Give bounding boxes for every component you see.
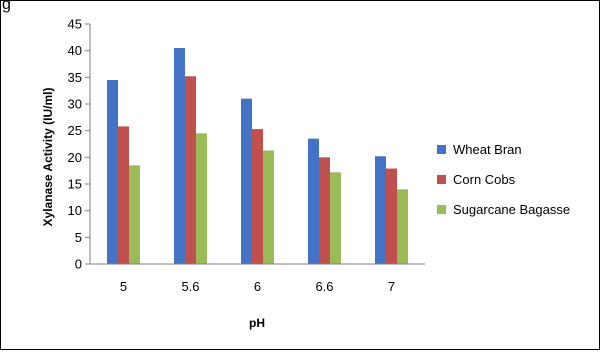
y-tick-label: 20 [68, 150, 82, 165]
y-tick-label: 35 [68, 70, 82, 85]
y-tick-label: 40 [68, 43, 82, 58]
bar-series-group [107, 48, 408, 265]
legend: Wheat Bran Corn Cobs Sugarcane Bagasse [437, 142, 570, 217]
legend-item: Wheat Bran [437, 142, 522, 157]
bar [118, 126, 129, 265]
x-axis-title: pH [249, 316, 265, 330]
cropped-caption: g [2, 0, 11, 13]
legend-label: Wheat Bran [453, 142, 522, 157]
y-tick-label: 45 [68, 17, 82, 32]
legend-item: Sugarcane Bagasse [437, 202, 570, 217]
bar [252, 129, 263, 264]
bar [308, 138, 319, 264]
bar [330, 172, 341, 264]
x-tick-label: 5 [120, 279, 127, 294]
bar [185, 76, 196, 265]
y-tick-label: 30 [68, 97, 82, 112]
y-axis-title: Xylanase Activity (IU/ml) [41, 88, 55, 227]
bar [386, 168, 397, 264]
y-tick-label: 10 [68, 203, 82, 218]
legend-swatch [437, 145, 446, 154]
legend-swatch [437, 175, 446, 184]
bar [319, 157, 330, 264]
bar-series [118, 76, 397, 265]
axes [89, 24, 425, 265]
legend-swatch [437, 205, 446, 214]
bar [375, 156, 386, 264]
bar [241, 98, 252, 265]
bar [397, 189, 408, 264]
bar [263, 150, 274, 264]
bar [107, 80, 118, 264]
y-tick-label: 25 [68, 123, 82, 138]
bar [196, 133, 207, 264]
legend-item: Corn Cobs [437, 172, 516, 187]
y-axis-ticks: 0 5 10 15 20 25 30 35 40 45 [68, 17, 90, 272]
bar-series [129, 133, 408, 264]
x-tick-label: 6.6 [315, 279, 333, 294]
y-tick-label: 5 [75, 230, 82, 245]
y-tick-label: 15 [68, 177, 82, 192]
y-tick-label: 0 [75, 257, 82, 272]
x-tick-label: 6 [254, 279, 261, 294]
bar [129, 165, 140, 264]
x-tick-label: 7 [388, 279, 395, 294]
legend-label: Corn Cobs [453, 172, 516, 187]
bar-series [107, 48, 386, 265]
bar [174, 48, 185, 264]
x-tick-label: 5.6 [181, 279, 199, 294]
x-axis-ticks: 5 5.6 6 6.6 7 [120, 279, 395, 294]
legend-label: Sugarcane Bagasse [453, 202, 570, 217]
